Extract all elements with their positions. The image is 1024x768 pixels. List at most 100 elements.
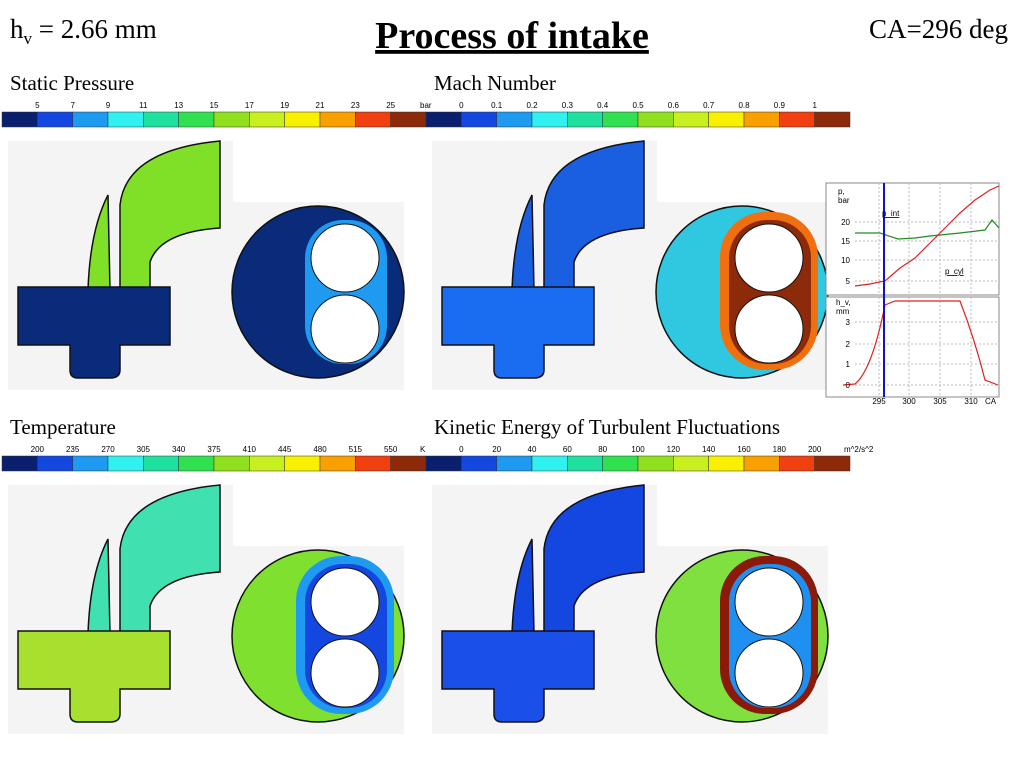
colorbar-tick: 21 — [316, 101, 325, 110]
colorbar-tick: 550 — [384, 445, 398, 454]
colorbar-segment — [637, 455, 674, 472]
x-tick-label: 305 — [933, 397, 947, 406]
colorbar-segment — [461, 455, 497, 472]
lift-line — [842, 300, 999, 386]
colorbar-tick: 445 — [278, 445, 292, 454]
inset-bg — [825, 296, 1000, 398]
panel: Mach Number 0 0.1 0.2 0.3 0.4 0.5 0.6 0.7 0.8 0.9 1 — [425, 71, 851, 390]
colorbar-segment — [213, 111, 250, 128]
colorbar-tick: 13 — [174, 101, 183, 110]
colorbar-tick: 180 — [773, 445, 787, 454]
p-int-line — [855, 219, 1000, 240]
colorbar-tick: 120 — [667, 445, 681, 454]
colorbar-tick: 140 — [702, 445, 716, 454]
colorbar-segment — [673, 111, 709, 128]
colorbar-segment — [814, 455, 851, 472]
colorbar-segment — [567, 111, 603, 128]
colorbar-unit: bar — [420, 101, 432, 110]
colorbar-tick: 305 — [137, 445, 151, 454]
colorbar-segment — [814, 111, 851, 128]
colorbar-segment — [602, 111, 639, 128]
colorbar-segment — [637, 111, 674, 128]
intake-port — [543, 484, 645, 635]
colorbar-segment — [178, 455, 215, 472]
colorbar-unit: K — [420, 445, 426, 454]
colorbar-segment — [496, 111, 533, 128]
colorbar-segment — [708, 111, 745, 128]
colorbar-segment — [284, 111, 321, 128]
colorbar-tick: 7 — [70, 101, 75, 110]
y-tick-label: 0 — [846, 381, 851, 390]
colorbar-tick: 0.2 — [526, 101, 538, 110]
colorbar-segment — [390, 111, 427, 128]
intake-port — [543, 140, 645, 291]
colorbar-tick: 375 — [207, 445, 221, 454]
valve-hole — [734, 294, 804, 364]
colorbar-tick: 0 — [459, 445, 464, 454]
valve-lift: hv = 2.66 mm — [10, 14, 157, 48]
panel: Temperature 200 235 270 305 340 375 410 445 480 51… — [1, 415, 427, 734]
valve — [511, 194, 535, 291]
colorbar-tick: 515 — [349, 445, 363, 454]
colorbar-segment — [319, 111, 356, 128]
colorbar-segment — [178, 111, 215, 128]
colorbar-tick: 200 — [31, 445, 45, 454]
chamber — [441, 630, 595, 723]
valve-lift-value: = 2.66 mm — [32, 14, 157, 44]
x-axis-label: CA — [985, 397, 997, 406]
chamber — [17, 630, 171, 723]
colorbar-tick: 60 — [563, 445, 572, 454]
colorbar-tick: 11 — [139, 101, 148, 110]
y-axis-label: p, — [838, 187, 845, 196]
p-cyl-line — [854, 185, 1000, 287]
valve-hole — [310, 294, 380, 364]
colorbar-segment — [37, 111, 73, 128]
panel-title: Kinetic Energy of Turbulent Fluctuations — [434, 415, 780, 439]
y-tick-label: 20 — [841, 218, 850, 227]
colorbar-tick: 0.4 — [597, 101, 609, 110]
colorbar-tick: 5 — [35, 101, 40, 110]
colorbar-tick: 20 — [492, 445, 501, 454]
colorbar-tick: 0.1 — [491, 101, 503, 110]
colorbar-segment — [319, 455, 356, 472]
colorbar-unit: m^2/s^2 — [844, 445, 874, 454]
colorbar-tick: 40 — [528, 445, 537, 454]
x-tick-label: 300 — [902, 397, 916, 406]
colorbar-segment — [1, 111, 38, 128]
colorbar-tick: 200 — [808, 445, 822, 454]
colorbar-segment — [355, 111, 391, 128]
colorbar-segment — [708, 455, 745, 472]
colorbar-tick: 0.5 — [632, 101, 644, 110]
colorbar-tick: 100 — [631, 445, 645, 454]
y-tick-label: 10 — [841, 256, 850, 265]
colorbar-tick: 25 — [386, 101, 395, 110]
chamber — [441, 286, 595, 379]
colorbar-segment — [779, 455, 815, 472]
colorbar-tick: 160 — [737, 445, 751, 454]
colorbar-segment — [567, 455, 603, 472]
slide-title: Process of intake — [375, 15, 649, 57]
series-label: p_cyl — [945, 267, 964, 276]
colorbar-segment — [143, 455, 179, 472]
colorbar-segment — [143, 111, 179, 128]
valve-hole — [310, 638, 380, 708]
y-tick-label: 5 — [846, 277, 851, 286]
colorbar-segment — [743, 455, 780, 472]
colorbar-segment — [496, 455, 533, 472]
y-tick-label: 15 — [841, 237, 850, 246]
colorbar-segment — [284, 455, 321, 472]
colorbar-segment — [107, 111, 144, 128]
colorbar-segment — [390, 455, 427, 472]
colorbar-segment — [425, 455, 462, 472]
valve — [87, 538, 111, 635]
colorbar-segment — [107, 455, 144, 472]
valve — [511, 538, 535, 635]
valve-hole — [734, 638, 804, 708]
panel: Static Pressure 5 7 9 11 13 15 17 19 21 23 25 bar — [1, 71, 432, 390]
panel: Kinetic Energy of Turbulent Fluctuations… — [425, 415, 874, 734]
colorbar-tick: 17 — [245, 101, 254, 110]
colorbar-segment — [1, 455, 38, 472]
colorbar-tick: 19 — [280, 101, 289, 110]
colorbar-tick: 0 — [459, 101, 464, 110]
